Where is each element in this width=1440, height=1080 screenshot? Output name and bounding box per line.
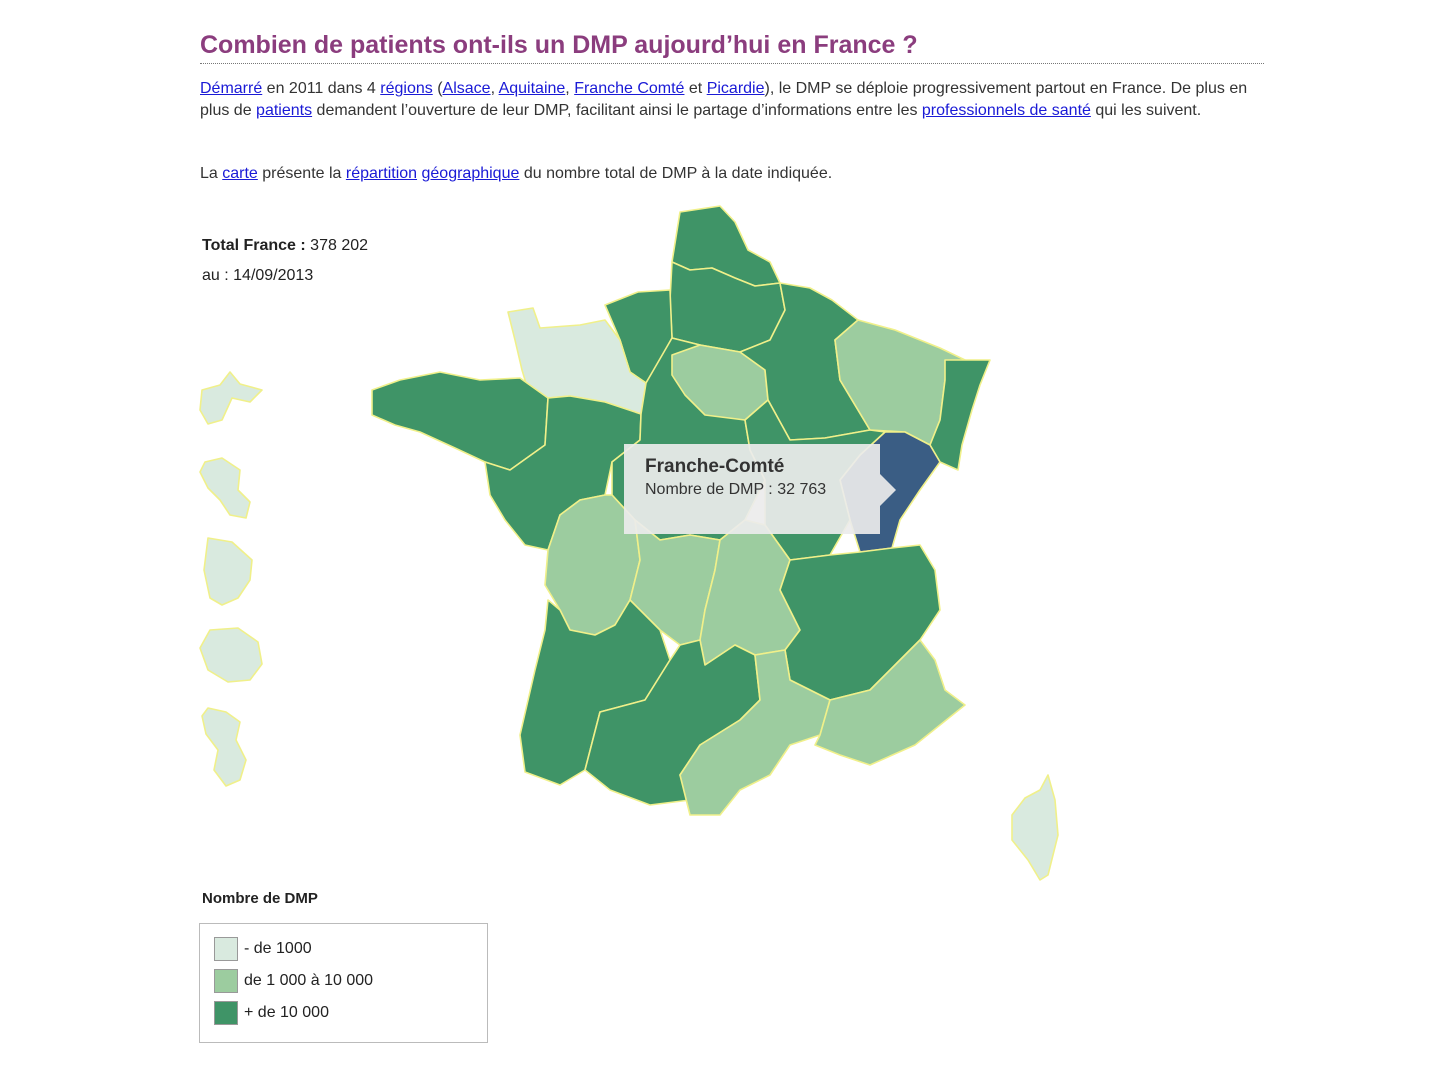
intro-paragraph: Démarré en 2011 dans 4 régions (Alsace, … bbox=[200, 80, 1248, 119]
region-tooltip: Franche-Comté Nombre de DMP : 32 763 bbox=[624, 444, 896, 534]
tooltip-region-name: Franche-Comté bbox=[645, 456, 785, 477]
tooltip-arrow bbox=[880, 474, 896, 506]
region-paca[interactable] bbox=[814, 639, 966, 766]
link-franche-comte[interactable]: Franche Comté bbox=[574, 80, 685, 97]
tooltip-region-value: Nombre de DMP : 32 763 bbox=[645, 481, 827, 498]
link-repartition[interactable]: répartition bbox=[345, 165, 418, 182]
date-value: 14/09/2013 bbox=[233, 267, 314, 284]
legend: - de 1000 de 1 000 à 10 000 + de 10 000 bbox=[199, 923, 488, 1043]
region-guyane[interactable] bbox=[203, 537, 253, 606]
region-bretagne[interactable] bbox=[371, 371, 549, 471]
page-title: Combien de patients ont-ils un DMP aujou… bbox=[200, 30, 1264, 64]
legend-label-low: - de 1000 bbox=[244, 940, 312, 957]
total-label: Total France : bbox=[202, 237, 306, 254]
legend-swatch-mid bbox=[214, 969, 238, 993]
map-intro-paragraph: La carte présente la répartition géograp… bbox=[200, 165, 833, 182]
date-label: au : bbox=[202, 267, 229, 284]
link-geographique[interactable]: géographique bbox=[421, 165, 520, 182]
total-value: 378 202 bbox=[310, 237, 369, 254]
region-mayotte[interactable] bbox=[201, 707, 247, 787]
legend-swatch-high bbox=[214, 1001, 238, 1025]
link-regions[interactable]: régions bbox=[380, 80, 433, 97]
link-patients[interactable]: patients bbox=[256, 102, 313, 119]
total-panel: Total France : 378 202 au : 14/09/2013 bbox=[202, 231, 368, 291]
legend-item-mid: de 1 000 à 10 000 bbox=[214, 968, 373, 994]
link-picardie[interactable]: Picardie bbox=[706, 80, 765, 97]
legend-item-high: + de 10 000 bbox=[214, 1000, 329, 1026]
link-aquitaine[interactable]: Aquitaine bbox=[498, 80, 566, 97]
region-alsace[interactable] bbox=[929, 359, 991, 471]
region-guadeloupe[interactable] bbox=[199, 371, 263, 425]
link-professionnels[interactable]: professionnels de santé bbox=[921, 102, 1091, 119]
region-la-reunion[interactable] bbox=[199, 627, 263, 683]
region-corse[interactable] bbox=[1011, 774, 1059, 881]
region-martinique[interactable] bbox=[199, 457, 251, 519]
legend-title: Nombre de DMP bbox=[202, 890, 318, 907]
link-carte[interactable]: carte bbox=[222, 165, 258, 182]
link-demarre[interactable]: Démarré bbox=[200, 80, 263, 97]
legend-item-low: - de 1000 bbox=[214, 936, 312, 962]
legend-label-mid: de 1 000 à 10 000 bbox=[244, 972, 374, 989]
region-languedoc-roussillon[interactable] bbox=[679, 649, 831, 816]
legend-swatch-low bbox=[214, 937, 238, 961]
legend-label-high: + de 10 000 bbox=[244, 1004, 329, 1021]
link-alsace[interactable]: Alsace bbox=[442, 80, 491, 97]
